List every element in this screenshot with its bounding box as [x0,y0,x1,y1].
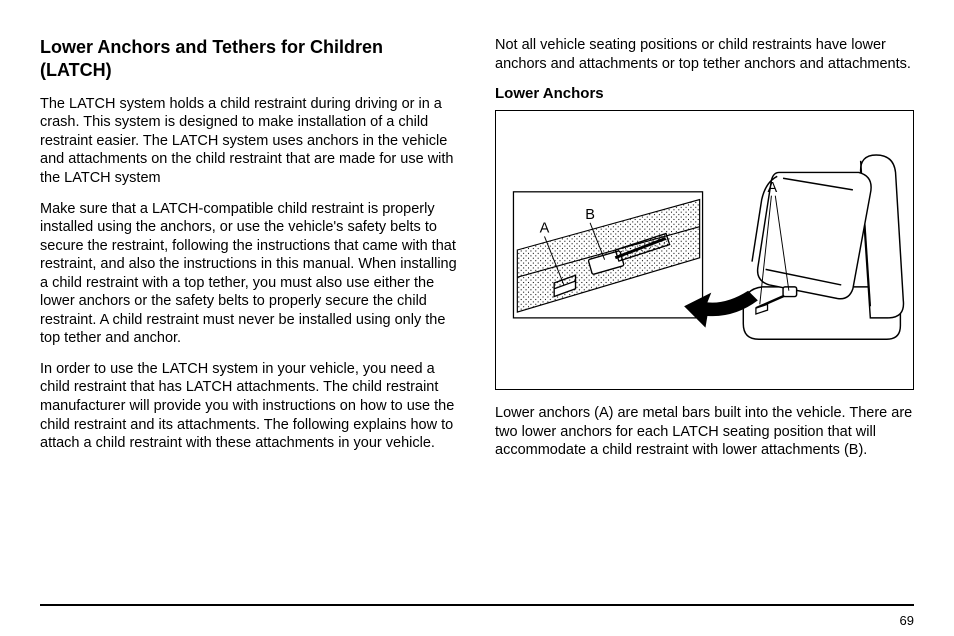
paragraph: The LATCH system holds a child restraint… [40,95,459,188]
paragraph: In order to use the LATCH system in your… [40,360,459,453]
figure-label-a2: A [768,180,778,196]
left-column: Lower Anchors and Tethers for Children (… [40,36,459,472]
footer-rule [40,604,914,606]
figure-label-b: B [585,207,595,223]
paragraph: Lower anchors (A) are metal bars built i… [495,404,914,460]
page-number: 69 [900,613,914,628]
page-content: Lower Anchors and Tethers for Children (… [0,0,954,472]
latch-diagram: A B [495,110,914,390]
right-column: Not all vehicle seating positions or chi… [495,36,914,472]
sub-heading: Lower Anchors [495,85,914,102]
main-heading: Lower Anchors and Tethers for Children (… [40,36,459,83]
latch-diagram-svg: A B [496,111,913,389]
paragraph: Not all vehicle seating positions or chi… [495,36,914,73]
figure-label-a: A [540,221,550,237]
paragraph: Make sure that a LATCH-compatible child … [40,200,459,348]
